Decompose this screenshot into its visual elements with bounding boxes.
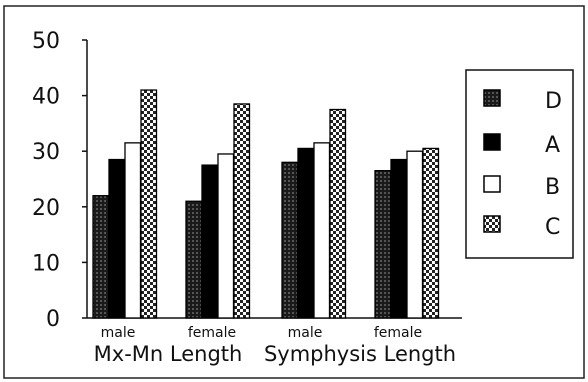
x-sublabel: male: [101, 325, 136, 341]
bar-B-female-symphysis: [406, 150, 424, 319]
legend-swatch-B: [483, 175, 501, 193]
x-sublabel: female: [188, 325, 236, 341]
y-tick-label: 20: [32, 196, 60, 221]
bar-A-female-mxmn: [201, 164, 219, 319]
y-tick-label: 50: [32, 29, 60, 54]
y-tick-label: 0: [46, 307, 60, 332]
legend-swatch-C: [483, 215, 501, 233]
y-tick-label: 40: [32, 85, 60, 110]
legend-label: B: [545, 175, 560, 200]
y-tick-label: 10: [32, 251, 60, 276]
bar-B-male-mxmn: [124, 142, 142, 319]
legend-swatch-D: [483, 89, 501, 107]
bar-A-female-symphysis: [390, 158, 408, 319]
bar-A-male-symphysis: [297, 147, 315, 319]
legend-swatch-A: [483, 133, 501, 151]
bar-C-male-symphysis: [329, 108, 347, 319]
bar-D-male-mxmn: [92, 195, 110, 319]
bar-D-female-mxmn: [185, 200, 203, 319]
legend-label: D: [545, 89, 562, 114]
bar-C-female-symphysis: [422, 147, 440, 319]
bar-C-male-mxmn: [140, 89, 158, 319]
bar-B-male-symphysis: [313, 142, 331, 319]
bar-D-female-symphysis: [374, 170, 392, 319]
x-group-label: Mx-Mn Length: [94, 342, 243, 366]
x-group-label: Symphysis Length: [264, 342, 456, 366]
chart-border: [3, 5, 585, 379]
bar-C-female-mxmn: [233, 103, 251, 319]
y-tick-labels: 0 10 20 30 40 50: [32, 29, 87, 332]
bar-D-male-symphysis: [281, 161, 299, 319]
legend-label: A: [545, 133, 560, 158]
x-sublabel: female: [374, 325, 422, 341]
bar-B-female-mxmn: [217, 153, 235, 319]
bar-A-male-mxmn: [108, 158, 126, 319]
legend-label: C: [545, 215, 560, 240]
bars: [92, 89, 440, 319]
x-sublabel: male: [288, 325, 323, 341]
y-tick-label: 30: [32, 140, 60, 165]
